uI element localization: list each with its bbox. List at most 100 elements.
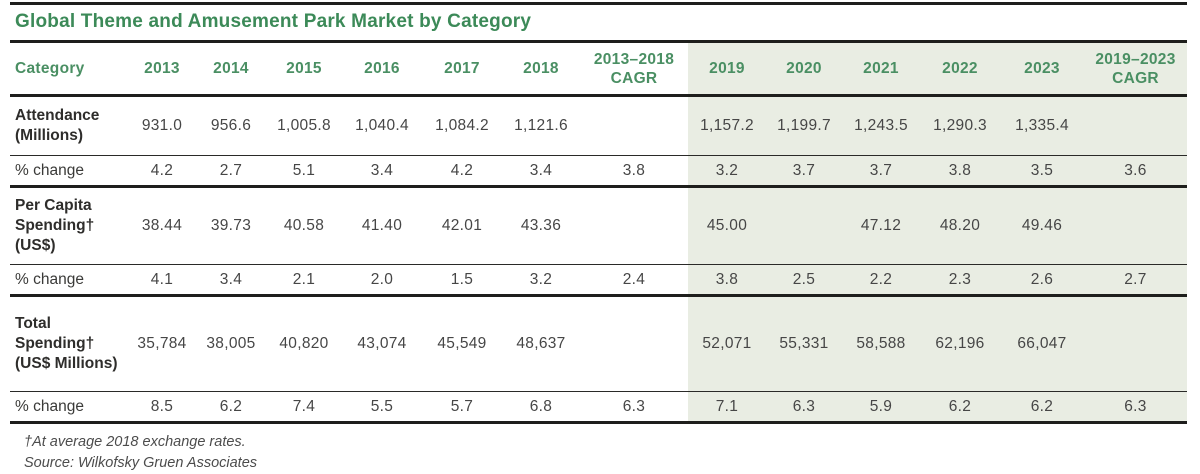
data-cell: 2.1 [266,264,342,297]
header-2017: 2017 [422,43,502,97]
data-cell: 3.4 [342,155,422,188]
data-cell: 2.0 [342,264,422,297]
data-cell: 8.5 [128,391,196,424]
header-2014: 2014 [196,43,266,97]
data-cell: 5.9 [842,391,920,424]
data-cell: 40.58 [266,186,342,265]
row-label-per-capita: Per Capita Spending† (US$) [10,186,128,265]
data-cell: 3.2 [502,264,580,297]
data-cell: 58,588 [842,295,920,392]
data-cell: 6.2 [920,391,1000,424]
footnote-source: Source: Wilkofsky Gruen Associates [24,455,258,471]
data-cell: 49.46 [1000,186,1084,265]
data-cell: 3.8 [920,155,1000,188]
data-cell: 2.4 [580,264,688,297]
data-cell: 2.7 [196,155,266,188]
data-cell: 5.1 [266,155,342,188]
data-cell: 6.2 [196,391,266,424]
row-label-pct-change: % change [10,391,128,424]
data-cell: 7.4 [266,391,342,424]
data-cell: 6.3 [766,391,842,424]
data-cell: 1,290.3 [920,95,1000,156]
data-cell [766,186,842,265]
data-cell: 3.7 [766,155,842,188]
row-total-spending: Total Spending† (US$ Millions) 35,784 38… [10,295,1187,392]
row-per-capita-pct-change: % change 4.1 3.4 2.1 2.0 1.5 3.2 2.4 3.8… [10,264,1187,297]
data-cell: 2.6 [1000,264,1084,297]
data-cell: 39.73 [196,186,266,265]
header-row: Category 2013 2014 2015 2016 2017 2018 2… [10,43,1187,97]
header-2022: 2022 [920,43,1000,97]
data-cell: 5.7 [422,391,502,424]
row-total-pct-change: % change 8.5 6.2 7.4 5.5 5.7 6.8 6.3 7.1… [10,391,1187,424]
data-cell: 38.44 [128,186,196,265]
data-cell: 6.8 [502,391,580,424]
data-cell: 38,005 [196,295,266,392]
data-cell: 5.5 [342,391,422,424]
data-cell: 1,199.7 [766,95,842,156]
data-cell: 52,071 [688,295,766,392]
data-cell: 6.3 [1084,391,1187,424]
data-cell [580,95,688,156]
data-cell: 7.1 [688,391,766,424]
data-cell: 3.5 [1000,155,1084,188]
data-cell: 3.6 [1084,155,1187,188]
data-cell: 62,196 [920,295,1000,392]
row-attendance-pct-change: % change 4.2 2.7 5.1 3.4 4.2 3.4 3.8 3.2… [10,155,1187,188]
data-cell: 3.4 [502,155,580,188]
data-cell: 43,074 [342,295,422,392]
data-cell: 1,157.2 [688,95,766,156]
data-cell: 1.5 [422,264,502,297]
data-cell: 66,047 [1000,295,1084,392]
data-cell: 956.6 [196,95,266,156]
row-per-capita-spending: Per Capita Spending† (US$) 38.44 39.73 4… [10,186,1187,265]
row-label-total-spending: Total Spending† (US$ Millions) [10,295,128,392]
data-cell: 3.4 [196,264,266,297]
row-label-pct-change: % change [10,155,128,188]
row-label-pct-change: % change [10,264,128,297]
data-cell [580,186,688,265]
footnotes: †At average 2018 exchange rates. Source:… [24,432,1187,474]
data-cell: 4.2 [128,155,196,188]
header-2013: 2013 [128,43,196,97]
market-table-figure: Global Theme and Amusement Park Market b… [10,2,1187,474]
data-cell: 43.36 [502,186,580,265]
data-cell: 45,549 [422,295,502,392]
header-2023: 2023 [1000,43,1084,97]
header-2020: 2020 [766,43,842,97]
data-cell: 48.20 [920,186,1000,265]
data-cell: 3.2 [688,155,766,188]
row-label-attendance: Attendance (Millions) [10,95,128,156]
header-cagr-2019-2023: 2019–2023 CAGR [1084,43,1187,97]
data-cell: 1,243.5 [842,95,920,156]
data-cell: 35,784 [128,295,196,392]
header-2015: 2015 [266,43,342,97]
data-cell: 4.2 [422,155,502,188]
data-cell: 48,637 [502,295,580,392]
data-cell: 2.7 [1084,264,1187,297]
data-cell: 41.40 [342,186,422,265]
data-cell: 47.12 [842,186,920,265]
row-attendance: Attendance (Millions) 931.0 956.6 1,005.… [10,95,1187,156]
data-cell: 3.8 [580,155,688,188]
header-2018: 2018 [502,43,580,97]
data-cell: 1,084.2 [422,95,502,156]
table-title: Global Theme and Amusement Park Market b… [10,2,1187,43]
data-cell: 2.2 [842,264,920,297]
data-cell: 1,121.6 [502,95,580,156]
data-cell: 931.0 [128,95,196,156]
data-cell: 1,040.4 [342,95,422,156]
data-cell: 6.2 [1000,391,1084,424]
header-category: Category [10,43,128,97]
header-2016: 2016 [342,43,422,97]
data-cell: 1,005.8 [266,95,342,156]
data-cell [1084,295,1187,392]
data-cell [580,295,688,392]
header-cagr-2013-2018: 2013–2018 CAGR [580,43,688,97]
data-cell: 3.8 [688,264,766,297]
data-cell [1084,186,1187,265]
header-2019: 2019 [688,43,766,97]
data-cell: 3.7 [842,155,920,188]
data-cell: 6.3 [580,391,688,424]
data-cell: 45.00 [688,186,766,265]
